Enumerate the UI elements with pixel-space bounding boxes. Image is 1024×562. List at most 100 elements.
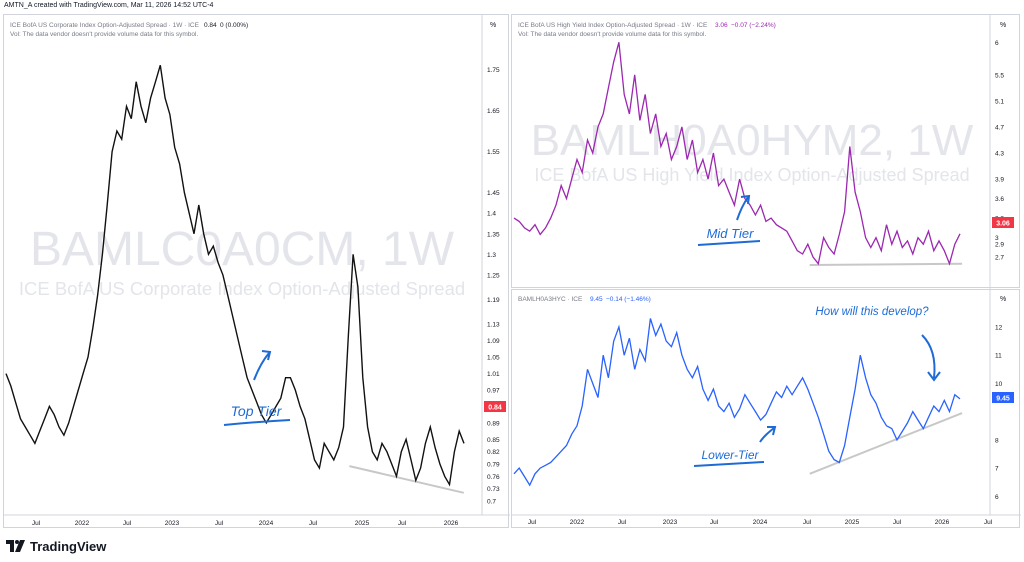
ig-y-tick-label: 0.73 bbox=[487, 486, 500, 493]
hyc-x-tick-label: 2024 bbox=[753, 519, 768, 526]
hy-y-tick-label: 5.1 bbox=[995, 98, 1004, 105]
hy-y-tick-label: 6 bbox=[995, 40, 999, 47]
hy-chart-header: ICE BofA US High Yield Index Option-Adju… bbox=[518, 22, 708, 29]
ig-y-axis: 1.75 1.65 1.55 1.45 1.4 1.35 1.3 1.25 1.19 1.13 1.… bbox=[487, 67, 500, 506]
hy-annotation-arrow-icon bbox=[736, 194, 751, 221]
hyc-x-tick-label: Jul bbox=[528, 519, 537, 526]
hyc-x-tick-label: Jul bbox=[893, 519, 902, 526]
ig-chart-svg[interactable]: ICE BofA US Corporate Index Option-Adjus… bbox=[4, 15, 510, 529]
hyc-lower-annotation: Lower-Tier bbox=[701, 448, 759, 462]
hy-y-tick-label: 3.9 bbox=[995, 177, 1004, 184]
hyc-y-axis: 12 11 10 9.45 8 7 6 bbox=[995, 324, 1008, 501]
hyc-change-value: −0.14 (−1.46%) bbox=[606, 296, 651, 303]
hyc-lower-underline bbox=[693, 461, 765, 467]
ig-y-tick-label: 0.82 bbox=[487, 449, 500, 456]
hy-chart-svg[interactable]: ICE BofA US High Yield Index Option-Adju… bbox=[512, 15, 1021, 289]
hyc-x-tick-label: 2026 bbox=[935, 519, 950, 526]
ig-price-tag-label: 0.84 bbox=[488, 405, 502, 412]
ig-y-tick-label: 0.85 bbox=[487, 437, 500, 444]
ig-y-tick-label: 1.05 bbox=[487, 355, 500, 362]
hy-subheader: Vol: The data vendor doesn't provide vol… bbox=[518, 31, 706, 38]
hy-y-tick-label: 4.3 bbox=[995, 151, 1004, 158]
hyc-y-tick-label: 8 bbox=[995, 437, 999, 444]
ig-x-tick-label: Jul bbox=[123, 520, 132, 527]
ig-watermark-name: ICE BofA US Corporate Index Option-Adjus… bbox=[19, 278, 465, 299]
ig-annotation: Top Tier bbox=[231, 403, 283, 419]
hy-last-value: 3.06 bbox=[715, 22, 728, 29]
hyc-y-tick-label: 12 bbox=[995, 324, 1003, 331]
ig-x-tick-label: Jul bbox=[398, 520, 407, 527]
hy-y-tick-label: 5.5 bbox=[995, 72, 1004, 79]
hy-watermark-ticker: BAMLH0A0HYM2, 1W bbox=[531, 116, 974, 165]
hyc-y-tick-label: 10 bbox=[995, 381, 1003, 388]
ig-unit-label: % bbox=[490, 22, 496, 29]
hy-annotation-underline bbox=[697, 240, 761, 246]
tradingview-logo: TradingView bbox=[6, 536, 106, 556]
hyc-y-tick-label: 11 bbox=[995, 353, 1002, 360]
hyc-question-annotation: How will this develop? bbox=[815, 306, 929, 318]
ig-watermark-ticker: BAMLC0A0CM, 1W bbox=[30, 223, 455, 276]
hyc-x-tick-label: Jul bbox=[710, 519, 719, 526]
hyc-x-tick-label: 2022 bbox=[570, 519, 585, 526]
ig-y-tick-label: 1.09 bbox=[487, 338, 500, 345]
hyc-x-tick-label: Jul bbox=[984, 519, 993, 526]
hyc-x-tick-label: Jul bbox=[618, 519, 627, 526]
ig-chart-panel[interactable]: ICE BofA US Corporate Index Option-Adjus… bbox=[3, 14, 510, 529]
hyc-chart-panel[interactable]: BAMLH0A3HYC · ICE 9.45 −0.14 (−1.46%) % … bbox=[511, 289, 1021, 529]
tradingview-logo-text: TradingView bbox=[30, 538, 107, 554]
ig-x-tick-label: 2023 bbox=[165, 520, 180, 527]
ig-y-tick-label: 0.97 bbox=[487, 388, 500, 395]
ig-y-tick-label: 1.55 bbox=[487, 149, 500, 156]
ig-y-tick-label: 1.13 bbox=[487, 322, 500, 329]
hyc-x-tick-label: Jul bbox=[803, 519, 812, 526]
hyc-x-tick-label: 2025 bbox=[845, 519, 860, 526]
ig-x-tick-label: Jul bbox=[215, 520, 224, 527]
hy-watermark-name: ICE BofA US High Yield Index Option-Adju… bbox=[534, 165, 969, 185]
ig-y-tick-label: 0.79 bbox=[487, 462, 500, 469]
ig-x-tick-label: 2025 bbox=[355, 520, 370, 527]
ig-y-tick-label: 1.35 bbox=[487, 231, 500, 238]
hy-unit-label: % bbox=[1000, 22, 1006, 29]
hyc-price-tag: 9.45 bbox=[992, 392, 1014, 403]
ig-annotation-underline bbox=[223, 419, 291, 426]
tradingview-logo-icon bbox=[6, 540, 25, 552]
ig-annotation-arrow-icon bbox=[253, 350, 272, 381]
ig-y-tick-label: 1.65 bbox=[487, 108, 500, 115]
hy-price-tag-label: 3.06 bbox=[996, 221, 1010, 228]
hyc-spread-line bbox=[513, 318, 961, 487]
hy-y-axis: 65.55.14.74.33.93.63.332.92.7 bbox=[995, 40, 1004, 262]
ig-y-tick-label: 1.75 bbox=[487, 67, 500, 74]
hyc-y-tick-label: 7 bbox=[995, 466, 999, 473]
hy-y-tick-label: 3.6 bbox=[995, 196, 1004, 203]
hy-annotation: Mid Tier bbox=[707, 226, 755, 241]
hyc-lower-arrow-icon bbox=[759, 426, 777, 443]
hyc-x-axis: Jul 2022 Jul 2023 Jul 2024 Jul 2025 Jul 2026 Jul bbox=[528, 519, 993, 526]
hy-y-tick-label: 4.7 bbox=[995, 124, 1004, 131]
hyc-chart-svg[interactable]: BAMLH0A3HYC · ICE 9.45 −0.14 (−1.46%) % … bbox=[512, 290, 1021, 529]
hyc-support-trendline bbox=[809, 412, 963, 475]
ig-y-tick-label: 0.76 bbox=[487, 474, 500, 481]
ig-x-tick-label: Jul bbox=[309, 520, 318, 527]
ig-support-trendline bbox=[349, 465, 465, 494]
hy-chart-panel[interactable]: ICE BofA US High Yield Index Option-Adju… bbox=[511, 14, 1021, 289]
ig-x-tick-label: Jul bbox=[32, 520, 41, 527]
ig-y-tick-label: 0.7 bbox=[487, 499, 496, 506]
hy-y-tick-label: 3 bbox=[995, 235, 999, 242]
hyc-question-arrow-icon bbox=[921, 334, 941, 382]
ig-spread-line bbox=[5, 65, 465, 487]
hyc-chart-header: BAMLH0A3HYC · ICE bbox=[518, 296, 583, 303]
ig-x-tick-label: 2026 bbox=[444, 520, 459, 527]
ig-y-tick-label: 1.45 bbox=[487, 190, 500, 197]
ig-x-tick-label: 2022 bbox=[75, 520, 90, 527]
hyc-price-tag-label: 9.45 bbox=[996, 396, 1010, 403]
ig-last-value: 0.84 bbox=[204, 22, 217, 29]
hyc-last-value: 9.45 bbox=[590, 296, 603, 303]
hyc-x-tick-label: 2023 bbox=[663, 519, 678, 526]
hy-y-tick-label: 2.9 bbox=[995, 242, 1004, 249]
ig-change-value: 0 (0.00%) bbox=[220, 22, 248, 29]
ig-subheader: Vol: The data vendor doesn't provide vol… bbox=[10, 31, 198, 38]
page-title: AMTN_A created with TradingView.com, Mar… bbox=[4, 2, 214, 9]
ig-x-axis: Jul 2022 Jul 2023 Jul 2024 Jul 2025 Jul 2026 bbox=[32, 520, 459, 527]
hy-support-trendline bbox=[809, 262, 963, 266]
ig-y-tick-label: 0.89 bbox=[487, 420, 500, 427]
